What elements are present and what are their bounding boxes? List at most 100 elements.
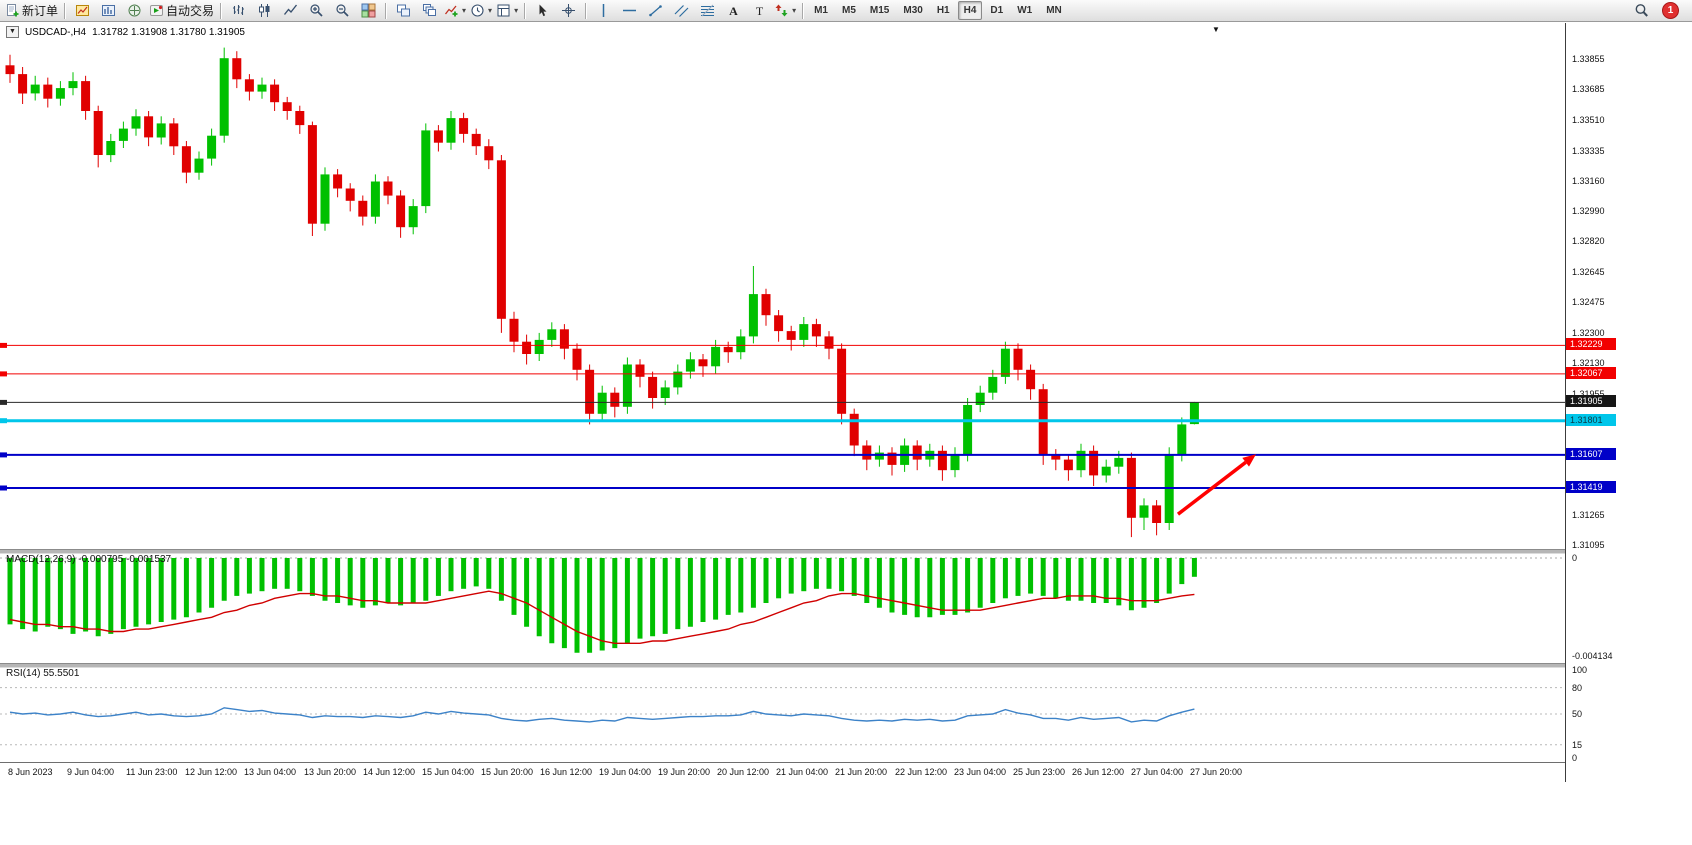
- new-order-button[interactable]: 新订单: [3, 1, 60, 21]
- candlestick-series: [5, 47, 1199, 538]
- main-chart[interactable]: [0, 23, 1565, 549]
- panel-divider[interactable]: [0, 549, 1565, 554]
- timeframe-m5-button[interactable]: M5: [842, 5, 856, 16]
- time-axis-label: 15 Jun 20:00: [481, 767, 534, 777]
- rsi-line: [9, 707, 1195, 723]
- toolbar: 新订单 自动交易 ▾ ▾ ▾ A T ▾ M1 M5 M15 M30 H1 H4 D1 W1 MN 1: [0, 0, 1692, 22]
- price-axis-label: 1.32645: [1572, 267, 1605, 277]
- tile-windows-icon: [361, 3, 376, 18]
- support-line-cyan-marker: [0, 418, 7, 424]
- support-line-blue-1-marker: [0, 452, 7, 458]
- timeframe-h4-button[interactable]: H4: [957, 1, 983, 20]
- indicators-button[interactable]: ▾: [442, 1, 468, 21]
- price-badge: 1.31905: [1566, 395, 1616, 407]
- zoom-out-button[interactable]: [329, 1, 355, 21]
- text-button[interactable]: A: [720, 1, 746, 21]
- channel-button[interactable]: [668, 1, 694, 21]
- search-button[interactable]: [1628, 1, 1654, 21]
- chevron-down-icon: ▾: [514, 6, 519, 15]
- price-badge: 1.32229: [1566, 338, 1616, 350]
- cascade-windows-button[interactable]: [416, 1, 442, 21]
- rsi-panel[interactable]: [0, 666, 1565, 762]
- price-axis[interactable]: 1.33855 1.33685 1.33510 1.33335 1.33160 1.329…: [1565, 23, 1692, 782]
- bar-chart-button[interactable]: [225, 1, 251, 21]
- toolbar-separator: [64, 2, 66, 19]
- time-axis-label: 16 Jun 12:00: [540, 767, 593, 777]
- panel-divider[interactable]: [0, 663, 1565, 668]
- chevron-down-icon: ▾: [792, 6, 797, 15]
- time-axis-label: 14 Jun 12:00: [363, 767, 416, 777]
- charts-window-button[interactable]: [69, 1, 95, 21]
- label-icon: T: [752, 3, 767, 18]
- price-badge: 1.31607: [1566, 448, 1616, 460]
- timeframe-w1-button[interactable]: W1: [1017, 5, 1033, 16]
- arrows-icon: [774, 3, 789, 18]
- periods-button[interactable]: ▾: [468, 1, 494, 21]
- candlestick-chart-button[interactable]: [251, 1, 277, 21]
- horizontal-price-lines[interactable]: [0, 342, 1565, 491]
- time-axis[interactable]: 8 Jun 2023 9 Jun 04:00 11 Jun 23:00 12 Jun …: [0, 762, 1565, 785]
- notification-badge[interactable]: 1: [1662, 2, 1679, 19]
- chevron-down-icon: ▾: [462, 6, 467, 15]
- price-axis-label: 1.32300: [1572, 328, 1605, 338]
- navigator-button[interactable]: [121, 1, 147, 21]
- chart-shift-marker[interactable]: ▼: [1212, 25, 1220, 34]
- timeframe-m30-button[interactable]: M30: [903, 5, 923, 16]
- toolbar-separator: [220, 2, 222, 19]
- template-icon: [496, 3, 511, 18]
- timeframe-d1-button[interactable]: D1: [990, 5, 1004, 16]
- time-axis-label: 22 Jun 12:00: [895, 767, 948, 777]
- price-axis-label: 1.33160: [1572, 176, 1605, 186]
- fibonacci-button[interactable]: [694, 1, 720, 21]
- zoom-out-icon: [335, 3, 350, 18]
- crosshair-button[interactable]: [555, 1, 581, 21]
- current-price-line-marker: [0, 399, 7, 405]
- toolbar-separator: [585, 2, 587, 19]
- new-order-icon: [5, 3, 20, 18]
- macd-histogram: [7, 558, 1197, 653]
- templates-button[interactable]: ▾: [494, 1, 520, 21]
- chart-symbol-period: USDCAD-,H4: [24, 26, 87, 38]
- candles-icon: [257, 3, 272, 18]
- new-order-button-label: 新订单: [22, 4, 59, 18]
- rsi-axis-label: 0: [1572, 753, 1578, 763]
- zoom-in-button[interactable]: [303, 1, 329, 21]
- crosshair-icon: [561, 3, 576, 18]
- trendline-icon: [648, 3, 663, 18]
- arrows-button[interactable]: ▾: [772, 1, 798, 21]
- arrange-windows-button[interactable]: [390, 1, 416, 21]
- support-line-blue-2-marker: [0, 485, 7, 491]
- toolbar-buttons: 新订单 自动交易 ▾ ▾ ▾ A T ▾: [3, 0, 807, 22]
- price-axis-label: 1.33510: [1572, 115, 1605, 125]
- symbol-dropdown-icon[interactable]: ▼: [6, 26, 19, 38]
- price-axis-label: 1.31265: [1572, 510, 1605, 520]
- cascade-icon: [422, 3, 437, 18]
- zoom-in-icon: [309, 3, 324, 18]
- auto-trading-button[interactable]: 自动交易: [147, 1, 216, 21]
- vertical-line-button[interactable]: [590, 1, 616, 21]
- time-axis-label: 27 Jun 20:00: [1190, 767, 1243, 777]
- timeframe-m15-button[interactable]: M15: [869, 5, 890, 16]
- rsi-axis-label: 80: [1572, 683, 1583, 693]
- cursor-button[interactable]: [529, 1, 555, 21]
- label-button[interactable]: T: [746, 1, 772, 21]
- macd-panel[interactable]: [0, 552, 1565, 663]
- chart-window-icon: [75, 3, 90, 18]
- resistance-line-2-marker: [0, 371, 7, 377]
- horizontal-line-button[interactable]: [616, 1, 642, 21]
- time-axis-label: 25 Jun 23:00: [1013, 767, 1066, 777]
- auto-trading-button-label: 自动交易: [166, 4, 215, 18]
- red-trend-arrow[interactable]: [1176, 454, 1256, 516]
- timeframe-mn-button[interactable]: MN: [1046, 5, 1062, 16]
- time-axis-label: 27 Jun 04:00: [1131, 767, 1184, 777]
- timeframe-m1-button[interactable]: M1: [814, 5, 828, 16]
- tile-windows-button[interactable]: [355, 1, 381, 21]
- timeframe-h1-button[interactable]: H1: [936, 5, 950, 16]
- trendline-button[interactable]: [642, 1, 668, 21]
- line-chart-button[interactable]: [277, 1, 303, 21]
- vline-icon: [596, 3, 611, 18]
- rsi-label: RSI(14) 55.5501: [6, 668, 80, 679]
- market-watch-button[interactable]: [95, 1, 121, 21]
- price-axis-label: 1.32475: [1572, 297, 1605, 307]
